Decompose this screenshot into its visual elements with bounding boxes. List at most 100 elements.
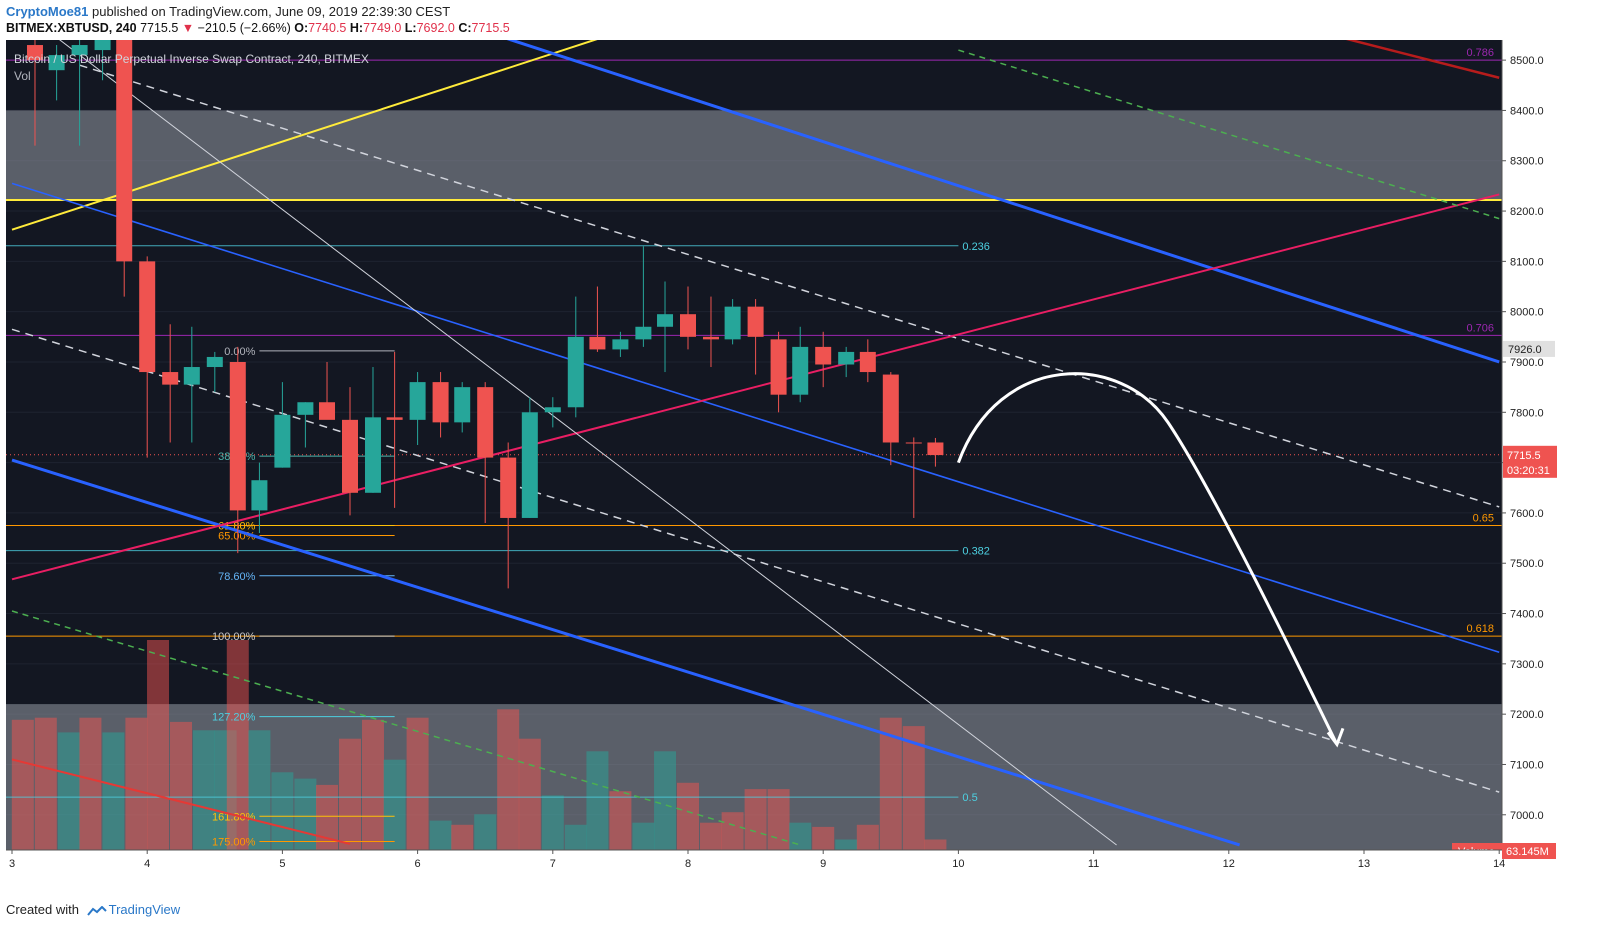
price-tick-label: 7600.0 (1510, 508, 1544, 520)
price-tick-label: 7300.0 (1510, 659, 1544, 671)
volume-bar (170, 721, 192, 850)
open-value: 7740.5 (308, 21, 347, 35)
price-tick-label: 7500.0 (1510, 558, 1544, 570)
tradingview-link[interactable]: TradingView (108, 902, 181, 917)
price-tick-label: 7900.0 (1510, 357, 1544, 369)
arrow-head-icon (1326, 727, 1345, 748)
trend-line (11, 328, 1500, 793)
candle-body (162, 372, 179, 385)
volume-bar (361, 719, 384, 850)
volume-bar (924, 839, 947, 850)
price-chart[interactable]: 0.7860.7060.650.6180.2360.3820.50.00%38.… (6, 40, 1564, 892)
trend-line (11, 458, 1241, 847)
symbol-label: BITMEX:XBTUSD, 240 (6, 21, 137, 35)
volume-bar (677, 782, 699, 850)
volume-bar (564, 824, 587, 850)
time-axis-panel (6, 850, 1502, 892)
fib-ext-label: 0.00% (224, 346, 255, 358)
tradingview-logo-icon (86, 905, 107, 916)
footer: Created with TradingView (6, 902, 180, 917)
trend-line (506, 40, 1500, 364)
time-tick-label: 3 (9, 858, 15, 870)
price-tick-label: 8000.0 (1510, 307, 1544, 319)
candle-body (274, 414, 291, 468)
price-change: −210.5 (−2.66%) (197, 21, 291, 35)
volume-bar (79, 717, 102, 850)
time-tick-label: 10 (952, 858, 964, 870)
fib-label: 0.5 (962, 792, 977, 804)
chart-title: Bitcoin / US Dollar Perpetual Inverse Sw… (14, 52, 369, 66)
volume-bar (767, 789, 790, 850)
price-tick-label: 7200.0 (1510, 709, 1544, 721)
price-tick-label: 7400.0 (1510, 609, 1544, 621)
candle-body (26, 45, 43, 61)
time-tick-label: 8 (685, 858, 691, 870)
volume-bar (271, 772, 294, 850)
volume-bar (879, 717, 902, 850)
marker-price-tag (1503, 340, 1555, 357)
high-label: H: (349, 21, 364, 35)
trend-line (11, 758, 351, 845)
volume-bar (721, 812, 744, 850)
volume-bar (609, 791, 632, 850)
time-tick-label: 11 (1088, 858, 1099, 870)
candle-body (48, 55, 65, 71)
price-tick-label: 8300.0 (1510, 156, 1544, 168)
candle-body (702, 336, 719, 340)
time-tick-label: 9 (820, 858, 826, 870)
candle-body (859, 351, 876, 373)
candle-body (251, 480, 268, 511)
volume-bar (856, 824, 879, 850)
price-tick-label: 8200.0 (1510, 206, 1544, 218)
volume-bar (147, 640, 170, 850)
author-link[interactable]: CryptoMoe81 (6, 4, 89, 19)
fib-ext-label: 78.60% (218, 571, 256, 583)
chart-container[interactable]: 0.7860.7060.650.6180.2360.3820.50.00%38.… (6, 40, 1564, 892)
candle-body (567, 336, 584, 408)
candle-body (94, 40, 111, 51)
volume-bar (789, 822, 812, 850)
candle-body (680, 314, 696, 337)
bar-countdown-label: 03:20:31 (1507, 465, 1550, 477)
close-value: 7715.5 (471, 21, 510, 35)
candle-body (386, 417, 403, 420)
open-label: O: (294, 21, 309, 35)
candle-body (657, 314, 674, 327)
fib-ext-label: 100.00% (212, 631, 256, 643)
volume-bar (383, 759, 406, 850)
fib-label: 0.382 (962, 546, 990, 558)
volume-bar (699, 822, 722, 850)
trend-line (79, 64, 1500, 508)
candle-body (364, 417, 381, 493)
trend-line (11, 610, 801, 846)
time-tick-label: 13 (1358, 858, 1370, 870)
volume-bar (406, 717, 429, 850)
volume-bar (541, 795, 564, 850)
volume-bar (429, 820, 452, 850)
volume-bar (902, 726, 925, 850)
candle-body (770, 339, 787, 395)
candle-body (635, 326, 652, 340)
price-tick-label: 7000.0 (1510, 810, 1544, 822)
volume-bar (497, 709, 520, 850)
candle-body (342, 419, 358, 493)
volume-bar (474, 814, 497, 850)
fib-ext-label: 127.20% (212, 712, 256, 724)
candle-body (183, 367, 200, 385)
volume-bar (339, 738, 361, 850)
volume-bar (835, 839, 858, 850)
volume-bar (316, 784, 339, 850)
volume-bar (451, 824, 474, 850)
low-value: 7692.0 (416, 21, 455, 35)
candle-body (927, 442, 944, 456)
level-label: 0.65 (1473, 512, 1494, 524)
price-zone (6, 110, 1502, 201)
candle-body (409, 382, 426, 420)
price-tick-label: 8500.0 (1510, 55, 1544, 67)
candle-body (116, 40, 133, 262)
volume-bar (248, 730, 271, 850)
candle-body (882, 374, 899, 443)
time-tick-label: 5 (279, 858, 285, 870)
down-arrow-icon: ▼ (181, 21, 195, 35)
volume-tag-value: 63.145M (1506, 846, 1549, 858)
